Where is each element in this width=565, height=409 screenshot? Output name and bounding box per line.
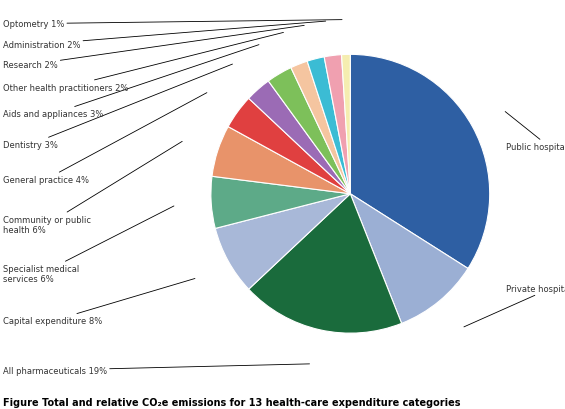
Wedge shape bbox=[212, 127, 350, 194]
Wedge shape bbox=[324, 56, 350, 194]
Text: Optometry 1%: Optometry 1% bbox=[3, 20, 342, 29]
Wedge shape bbox=[268, 68, 350, 194]
Wedge shape bbox=[291, 62, 350, 194]
Wedge shape bbox=[228, 99, 350, 194]
Text: Public hospitals 34%: Public hospitals 34% bbox=[505, 112, 565, 152]
Text: Private hospitals 10%: Private hospitals 10% bbox=[464, 284, 565, 327]
Text: Figure Total and relative CO₂e emissions for 13 health-care expenditure categori: Figure Total and relative CO₂e emissions… bbox=[3, 397, 460, 407]
Text: Other health practitioners 2%: Other health practitioners 2% bbox=[3, 33, 284, 92]
Text: Community or public
health 6%: Community or public health 6% bbox=[3, 142, 182, 235]
Wedge shape bbox=[307, 58, 350, 194]
Text: Research 2%: Research 2% bbox=[3, 26, 304, 70]
Wedge shape bbox=[249, 82, 350, 194]
Wedge shape bbox=[215, 194, 350, 290]
Wedge shape bbox=[211, 177, 350, 229]
Wedge shape bbox=[249, 194, 402, 333]
Wedge shape bbox=[350, 55, 490, 269]
Text: Administration 2%: Administration 2% bbox=[3, 22, 325, 49]
Text: All pharmaceuticals 19%: All pharmaceuticals 19% bbox=[3, 364, 310, 375]
Text: Capital expenditure 8%: Capital expenditure 8% bbox=[3, 279, 195, 326]
Text: Specialist medical
services 6%: Specialist medical services 6% bbox=[3, 207, 174, 284]
Text: Dentistry 3%: Dentistry 3% bbox=[3, 65, 232, 150]
Text: Aids and appliances 3%: Aids and appliances 3% bbox=[3, 45, 259, 119]
Wedge shape bbox=[342, 55, 350, 194]
Wedge shape bbox=[350, 194, 468, 324]
Text: General practice 4%: General practice 4% bbox=[3, 93, 207, 184]
